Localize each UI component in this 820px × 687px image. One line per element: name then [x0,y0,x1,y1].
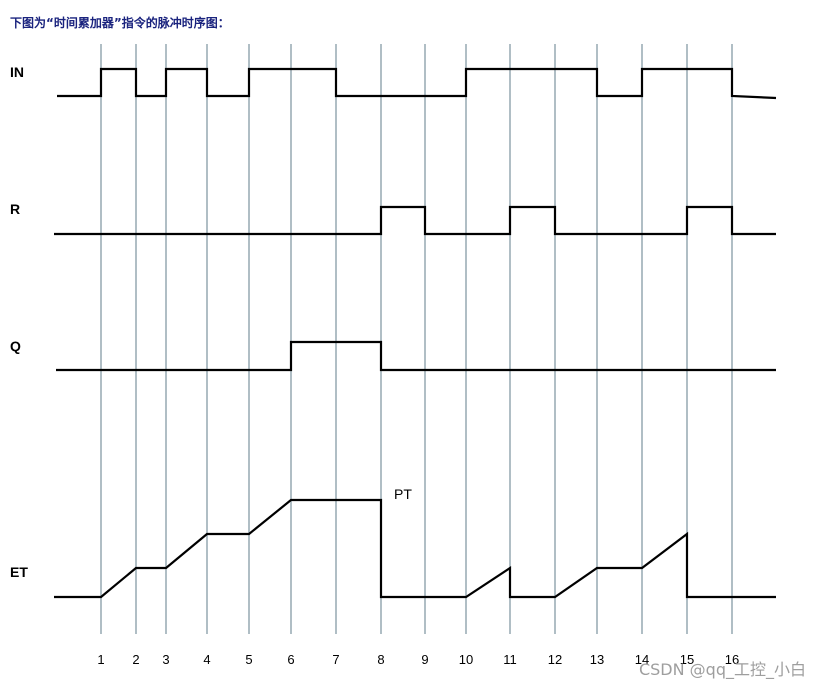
tick-label-11: 11 [503,652,517,667]
signal-traces [54,67,777,599]
signal-label-q: Q [10,338,21,354]
diagram-caption: 下图为“时间累加器”指令的脉冲时序图： [10,16,230,30]
tick-label-8: 8 [377,652,384,667]
tick-label-10: 10 [459,652,473,667]
signal-trace-q [56,340,776,372]
watermark: CSDN @qq_工控_小白 [638,660,806,679]
tick-label-9: 9 [421,652,428,667]
signal-label-r: R [10,201,20,217]
tick-label-6: 6 [287,652,294,667]
tick-label-2: 2 [132,652,139,667]
signal-trace-in [57,67,777,100]
pt-annotation: PT [394,486,412,502]
tick-label-12: 12 [548,652,562,667]
signal-trace-r [54,205,776,236]
time-gridlines [100,44,733,634]
tick-label-14: 14 [635,652,649,667]
signal-label-in: IN [10,64,24,80]
tick-label-4: 4 [203,652,210,667]
tick-label-3: 3 [162,652,169,667]
signal-labels: IN R Q ET PT [10,64,412,580]
tick-label-1: 1 [97,652,104,667]
tick-label-13: 13 [590,652,604,667]
tick-label-5: 5 [245,652,252,667]
signal-label-et: ET [10,564,28,580]
tick-label-16: 16 [725,652,739,667]
tick-label-15: 15 [680,652,694,667]
tick-label-7: 7 [332,652,339,667]
time-tick-labels: 1 2 3 4 5 6 7 8 9 10 11 12 13 14 15 16 [97,652,739,667]
signal-trace-et [54,498,776,599]
